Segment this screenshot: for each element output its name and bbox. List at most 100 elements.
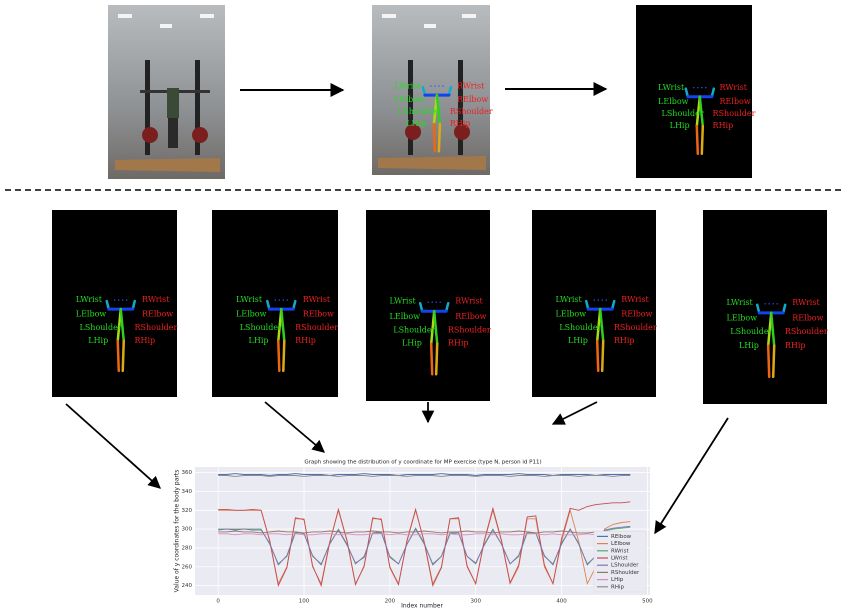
keypoint-label: LShoulder: [393, 325, 435, 334]
skeleton-panel: [636, 5, 752, 178]
keypoint-label: LHip: [88, 336, 108, 345]
series-line: [218, 475, 631, 477]
keypoint-label: RHip: [448, 339, 469, 348]
skeleton-joint: [772, 303, 774, 305]
skeleton-bone: [766, 344, 771, 379]
keypoint-label: RWrist: [303, 295, 331, 304]
keypoint-label: RHip: [785, 341, 806, 350]
series-line: [218, 473, 631, 476]
skeleton-joint: [605, 299, 607, 301]
skeleton-joint: [768, 303, 770, 305]
keypoint-label: RElbow: [792, 314, 823, 323]
keypoint-label: RShoulder: [448, 325, 491, 334]
keypoint-label: RWrist: [455, 297, 483, 306]
legend-label: LShoulder: [611, 563, 639, 569]
skeleton-joint: [118, 299, 120, 301]
skeleton-joint: [274, 299, 276, 301]
skeleton-bone: [695, 124, 700, 156]
skeleton-panel: [52, 210, 177, 397]
keypoint-label: LWrist: [390, 297, 417, 306]
photo-raw: [108, 5, 225, 179]
skeleton-joint: [693, 86, 695, 89]
skeleton-joint: [697, 86, 699, 89]
keypoint-label: RShoulder: [713, 109, 756, 118]
keypoint-label: RHip: [614, 336, 635, 345]
keypoint-label: LElbow: [556, 310, 587, 319]
skeleton-joint: [597, 299, 599, 301]
skeleton-bone: [432, 309, 439, 345]
skeleton-bone: [435, 93, 442, 126]
legend-label: RElbow: [611, 534, 632, 540]
skeleton-joint: [278, 299, 280, 301]
skeleton-joint: [122, 299, 124, 301]
keypoint-label: RShoulder: [785, 327, 828, 336]
legend-label: LElbow: [611, 541, 631, 547]
keypoint-label: LWrist: [394, 82, 421, 91]
x-tick-label: 300: [470, 599, 481, 605]
skeleton-bone: [116, 339, 120, 373]
x-tick-label: 400: [556, 599, 567, 605]
skeleton-joint: [593, 299, 595, 301]
skeleton-bone: [600, 339, 605, 373]
skeleton-bone: [700, 124, 705, 156]
skeleton-joint: [776, 303, 778, 305]
skeleton-joint: [442, 85, 444, 87]
y-tick-label: 300: [182, 527, 193, 533]
keypoint-label: RWrist: [621, 295, 649, 304]
keypoint-label: RElbow: [621, 310, 652, 319]
keypoint-label: RElbow: [720, 97, 751, 106]
legend-label: RHip: [611, 584, 624, 590]
skeleton-panel: [703, 210, 827, 404]
keypoint-label: LElbow: [76, 310, 107, 319]
keypoint-label: LHip: [402, 339, 422, 348]
skeleton-joint: [439, 301, 441, 303]
keypoint-label: LWrist: [658, 83, 685, 92]
skeleton-bone: [434, 342, 439, 376]
skeleton-panel: [366, 210, 490, 401]
skeleton-bone: [698, 95, 705, 128]
series-line: [218, 533, 631, 536]
y-tick-label: 280: [182, 545, 193, 551]
keypoint-label: LHip: [406, 119, 426, 128]
keypoint-label: LElbow: [394, 95, 425, 104]
skeleton-bone: [119, 307, 125, 343]
legend-label: LHip: [611, 577, 624, 583]
keypoint-label: LElbow: [658, 97, 689, 106]
y-tick-label: 240: [182, 583, 193, 589]
skeleton-bone: [429, 342, 434, 376]
skeleton-joint: [701, 86, 703, 89]
series-line: [218, 530, 631, 534]
x-tick-label: 0: [216, 599, 220, 605]
keypoint-label: LWrist: [556, 295, 583, 304]
keypoint-label: LShoulder: [662, 109, 704, 118]
photo-annotated: [372, 5, 490, 175]
keypoint-label: RWrist: [457, 82, 485, 91]
y-tick-label: 260: [182, 564, 193, 570]
y-tick-label: 320: [182, 508, 193, 514]
keypoint-label: RWrist: [720, 83, 748, 92]
x-tick-label: 200: [385, 599, 396, 605]
skeleton-joint: [286, 299, 288, 301]
keypoint-label: RShoulder: [614, 323, 657, 332]
keypoint-label: RElbow: [303, 310, 334, 319]
keypoint-label: LWrist: [727, 298, 754, 307]
skeleton-joint: [601, 299, 603, 301]
skeleton-bone: [282, 339, 286, 373]
skeleton-bone: [277, 339, 281, 373]
skeleton-joint: [431, 301, 433, 303]
legend-label: RWrist: [611, 548, 629, 554]
keypoint-label: LWrist: [236, 295, 263, 304]
arrows: [65, 401, 729, 535]
keypoint-label: LShoulder: [559, 323, 601, 332]
keypoint-label: RHip: [713, 121, 734, 130]
x-axis-label: Index number: [401, 603, 443, 610]
keypoint-label: LHip: [568, 336, 588, 345]
legend-label: RShoulder: [611, 570, 640, 576]
y-axis-label: Value of y coordinates for the body part…: [174, 470, 181, 593]
skeleton-bone: [437, 122, 442, 153]
skeleton-joint: [430, 85, 432, 87]
skeleton-bone: [280, 307, 286, 343]
keypoint-label: LElbow: [236, 310, 267, 319]
keypoint-label: RShoulder: [135, 323, 178, 332]
